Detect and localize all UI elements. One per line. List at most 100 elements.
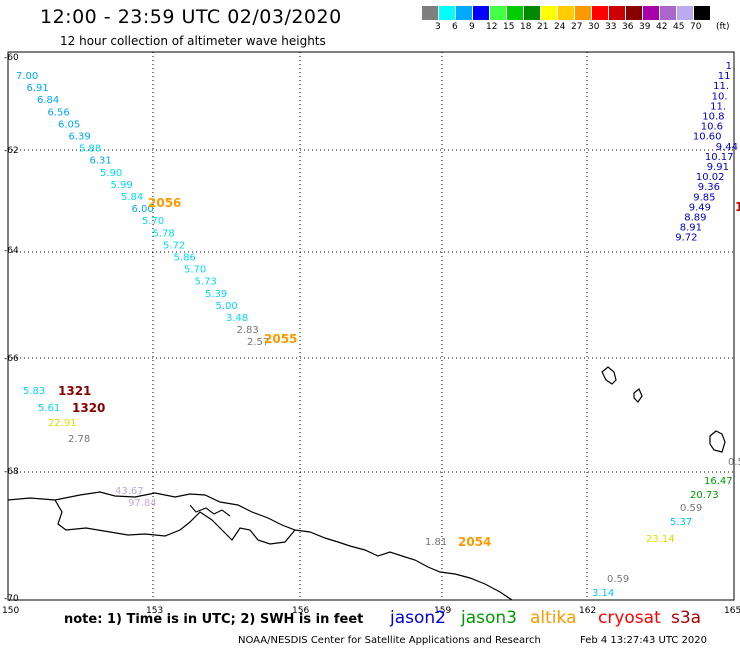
legend-jason2: jason2 — [390, 608, 446, 628]
track-value: 6.91 — [27, 83, 49, 94]
colorbar-swatch — [643, 6, 660, 20]
obs-value: 5.83 — [23, 386, 45, 397]
track-value: 5.84 — [121, 192, 143, 203]
colorbar-swatch — [558, 6, 575, 20]
track-value: 5.70 — [184, 265, 206, 276]
colorbar-swatch — [422, 6, 439, 20]
lon-label: 156 — [292, 606, 310, 616]
track-value: 5.99 — [111, 180, 133, 191]
track-value: 5.78 — [153, 228, 175, 239]
map-title: 12:00 - 23:59 UTC 02/03/2020 — [40, 6, 342, 28]
lat-label: -66 — [4, 354, 19, 364]
track-value: 10.60 — [693, 132, 722, 143]
track-value: 9.49 — [689, 202, 711, 213]
lon-label: 150 — [2, 606, 20, 616]
credit-line: NOAA/NESDIS Center for Satellite Applica… — [238, 635, 541, 646]
colorbar-swatch — [626, 6, 643, 20]
track-value: 6.56 — [48, 107, 70, 118]
track-left-values: 7.006.916.846.566.05 6.395.886.315.905.99… — [16, 71, 269, 348]
colorbar-swatch — [694, 6, 711, 20]
colorbar-tick-label: 42 — [656, 22, 668, 32]
track-value: 9.91 — [707, 162, 729, 173]
track-value: 9.36 — [698, 182, 720, 193]
track-value: 3.48 — [226, 313, 248, 324]
lat-label: -68 — [4, 467, 19, 477]
track-value: 6.39 — [69, 132, 91, 143]
lat-label: -60 — [4, 53, 19, 63]
track-value: 5.39 — [205, 289, 227, 300]
legend-jason3: jason3 — [461, 608, 517, 628]
orbit-label: 2056 — [148, 196, 181, 210]
obs-value: 22.91 — [48, 418, 77, 429]
obs-value: 43.67 — [115, 486, 144, 497]
legend-altika: altika — [530, 608, 577, 628]
colorbar-tick-label: 21 — [537, 22, 549, 32]
colorbar-swatch — [541, 6, 558, 20]
colorbar-tick-label: 70 — [690, 22, 702, 32]
island-3 — [709, 430, 726, 453]
obs-value: 23.14 — [646, 534, 675, 545]
plot-frame — [7, 51, 735, 601]
map-subtitle: 12 hour collection of altimeter wave hei… — [60, 34, 326, 48]
track-value: 6.84 — [37, 95, 59, 106]
lon-label: 165 — [724, 606, 740, 616]
colorbar-swatch — [490, 6, 507, 20]
track-value: 10. — [712, 91, 728, 102]
track-value: 5.88 — [79, 144, 101, 155]
island-2 — [633, 388, 643, 403]
colorbar-tick-label: 3 — [435, 22, 441, 32]
lon-label: 162 — [579, 606, 597, 616]
track-value: 5.70 — [142, 216, 164, 227]
obs-value: 0.59 — [680, 503, 702, 514]
ice-shelf-inner — [189, 504, 231, 517]
colorbar-tick-label: 24 — [554, 22, 566, 32]
colorbar-swatch — [660, 6, 677, 20]
colorbar-unit: (ft) — [716, 22, 730, 32]
misc-observations: 5.83 5.61 22.91 2.78 43.67 97.84 1.81 0.… — [23, 386, 740, 599]
colorbar-tick-label: 39 — [639, 22, 651, 32]
track-value: 11 — [718, 71, 731, 82]
colorbar-swatch — [575, 6, 592, 20]
obs-value: 1.81 — [425, 537, 447, 548]
orbit-label: 1321 — [58, 384, 91, 398]
track-right-values: 11111.10.11.10.810.610.609.4410.179.9110… — [675, 61, 738, 244]
obs-value: 16.47 — [704, 476, 733, 487]
legend-s3a: s3a — [671, 608, 702, 628]
colorbar-swatch — [524, 6, 541, 20]
colorbar-swatch — [473, 6, 490, 20]
orbit-labels: 2056 2055 1321 1320 2054 1 — [58, 196, 740, 549]
track-value: 10.17 — [705, 152, 734, 163]
colorbar-tick-label: 36 — [622, 22, 634, 32]
orbit-label: 2055 — [264, 332, 297, 346]
colorbar-swatch — [677, 6, 694, 20]
colorbar-tick-label: 27 — [571, 22, 583, 32]
graticule — [8, 52, 734, 600]
track-value: 6.00 — [132, 204, 154, 215]
lat-label: -64 — [4, 246, 19, 256]
track-value: 7.00 — [16, 71, 38, 82]
track-value: 11. — [713, 81, 729, 92]
obs-value: 5.61 — [38, 403, 60, 414]
track-value: 8.89 — [684, 213, 706, 224]
track-value: 10.6 — [701, 122, 723, 133]
colorbar-swatch — [609, 6, 626, 20]
colorbar-tick-label: 6 — [452, 22, 458, 32]
colorbar-tick-label: 30 — [588, 22, 600, 32]
colorbar-tick-label: 12 — [486, 22, 498, 32]
track-value: 5.73 — [195, 277, 217, 288]
colorbar-tick-label: 9 — [469, 22, 475, 32]
track-value: 5.00 — [216, 301, 238, 312]
track-value: 10.8 — [702, 112, 724, 123]
track-value: 11. — [710, 101, 726, 112]
legend-cryosat: cryosat — [598, 608, 661, 628]
track-value: 9.85 — [693, 192, 715, 203]
colorbar-tick-label: 15 — [503, 22, 515, 32]
colorbar-swatch — [439, 6, 456, 20]
obs-value: 20.73 — [690, 490, 719, 501]
ice-shelf-outline — [54, 499, 296, 545]
colorbar-swatch — [456, 6, 473, 20]
lon-label: 159 — [434, 606, 452, 616]
orbit-label: 1320 — [72, 401, 105, 415]
